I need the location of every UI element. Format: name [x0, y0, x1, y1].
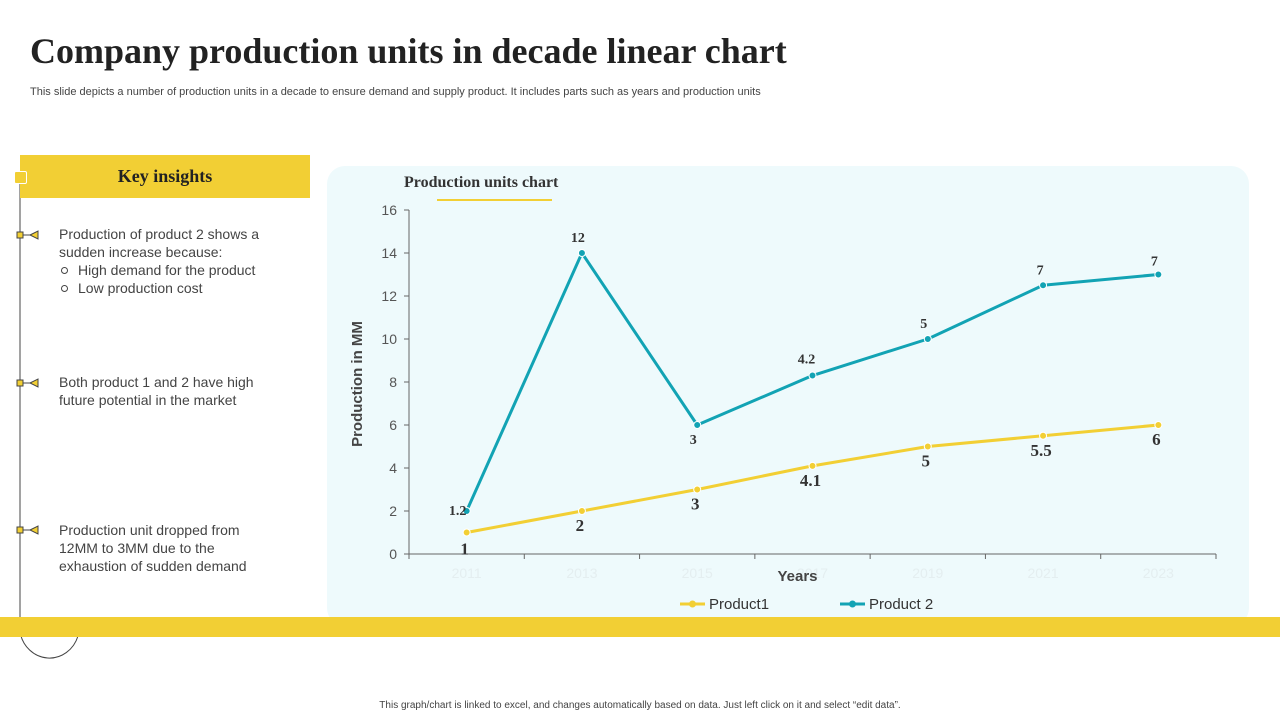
data-label: 5 — [922, 452, 931, 471]
legend-marker — [849, 600, 856, 608]
data-point — [693, 485, 702, 494]
chart-title: Production units chart — [404, 174, 559, 191]
legend-label-2: Product 2 — [869, 596, 933, 613]
insight-bullet: High demand for the product — [59, 261, 284, 279]
insight-item-1: Production of product 2 shows a sudden i… — [59, 225, 284, 297]
data-label: 7 — [1037, 263, 1044, 278]
insight-item-3: Production unit dropped from 12MM to 3MM… — [59, 521, 264, 575]
data-point — [1154, 270, 1163, 279]
data-label: 4.1 — [800, 471, 821, 490]
x-tick-label: 2013 — [566, 565, 597, 581]
footer-note: This graph/chart is linked to excel, and… — [379, 700, 901, 711]
data-label: 5 — [920, 317, 927, 332]
data-point — [577, 507, 586, 515]
data-point — [1154, 421, 1163, 429]
data-point — [462, 507, 471, 515]
data-label: 1 — [460, 540, 469, 559]
x-tick-label: 2015 — [682, 565, 713, 581]
chart-panel — [327, 166, 1249, 626]
y-tick-label: 4 — [389, 460, 397, 476]
x-tick-label: 2021 — [1027, 565, 1058, 581]
data-label: 5.5 — [1030, 441, 1051, 460]
insight-item-2: Both product 1 and 2 have high future po… — [59, 373, 274, 409]
key-insights-label: Key insights — [117, 166, 213, 186]
insight-text: Production of product 2 shows a sudden i… — [59, 226, 260, 260]
insight-bullet: Low production cost — [59, 279, 284, 297]
data-label: 6 — [1152, 430, 1161, 449]
legend-label-1: Product1 — [709, 596, 769, 613]
insight-bullet-list: High demand for the product Low producti… — [59, 261, 284, 297]
y-tick-label: 2 — [389, 503, 397, 519]
data-label: 1.2 — [449, 504, 467, 519]
data-point — [577, 249, 586, 257]
data-label: 2 — [576, 516, 585, 535]
insight-text: Both product 1 and 2 have high future po… — [59, 374, 254, 408]
data-point — [923, 442, 932, 451]
header-knob — [14, 171, 27, 184]
data-label: 4.2 — [798, 353, 816, 368]
timeline-marker-3 — [16, 525, 39, 535]
timeline-marker-1 — [16, 230, 39, 240]
insight-text: Production unit dropped from 12MM to 3MM… — [59, 522, 247, 574]
data-point — [693, 421, 702, 429]
timeline-line — [19, 182, 79, 659]
data-point — [1039, 281, 1048, 290]
data-point — [462, 528, 471, 537]
data-point — [808, 371, 817, 380]
x-tick-label: 2011 — [452, 565, 482, 581]
chart-title-underline — [437, 199, 552, 201]
bottom-accent-bar — [0, 617, 1280, 637]
y-tick-label: 12 — [381, 288, 397, 304]
data-label: 3 — [690, 433, 697, 448]
data-label: 3 — [691, 495, 700, 514]
x-tick-label: 2019 — [912, 565, 943, 581]
y-tick-label: 16 — [381, 202, 397, 218]
key-insights-header: Key insights — [20, 155, 310, 198]
x-axis-title: Years — [777, 568, 817, 585]
x-tick-label: 2023 — [1143, 565, 1174, 581]
data-label: 12 — [571, 231, 585, 246]
y-tick-label: 10 — [381, 331, 397, 347]
legend-marker — [689, 600, 696, 608]
data-point — [808, 461, 817, 470]
x-tick-label: 2017 — [797, 565, 828, 581]
y-tick-label: 6 — [389, 417, 397, 433]
page-subtitle: This slide depicts a number of productio… — [30, 86, 761, 98]
data-point — [1039, 431, 1048, 440]
y-tick-label: 0 — [389, 546, 397, 562]
y-tick-label: 8 — [389, 374, 397, 390]
y-tick-label: 14 — [381, 245, 397, 261]
y-axis-title: Production in MM — [349, 321, 366, 447]
page-title: Company production units in decade linea… — [30, 31, 787, 71]
timeline-marker-2 — [16, 378, 39, 388]
data-label: 7 — [1151, 255, 1158, 270]
data-point — [923, 335, 932, 343]
